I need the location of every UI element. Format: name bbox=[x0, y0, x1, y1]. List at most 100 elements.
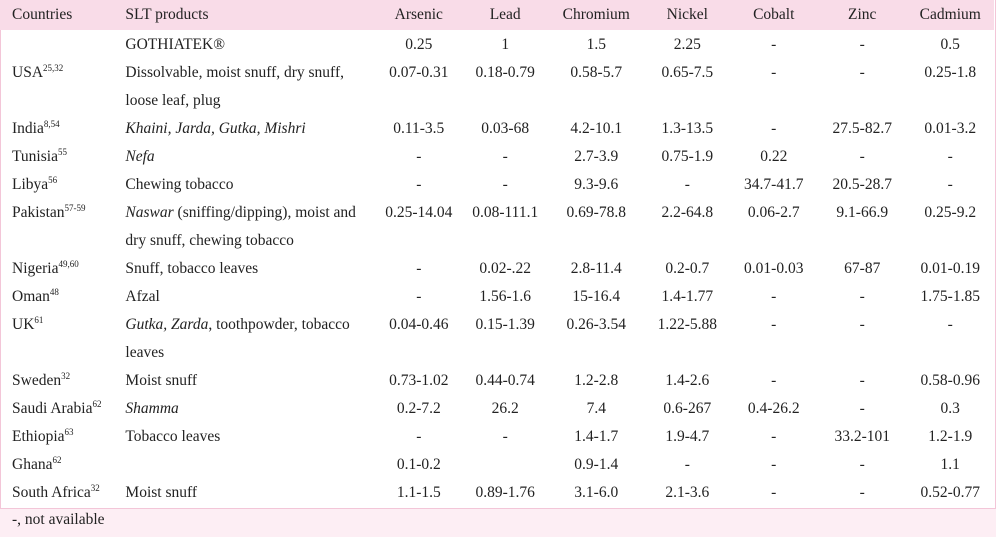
chromium-value: 3.1-6.0 bbox=[574, 484, 619, 501]
table-row: Oman48 Afzal -1.56-1.6 15-16.4 1.4-1.77- -1.7… bbox=[0, 283, 994, 311]
arsenic-value: 0.04-0.46 bbox=[389, 316, 449, 333]
cobalt-value: - bbox=[771, 288, 777, 305]
country-name: Pakistan bbox=[12, 204, 65, 221]
heavy-metals-table: Countries SLT products Arsenic Lead Chro… bbox=[0, 0, 994, 501]
arsenic-value: 0.1-0.2 bbox=[396, 456, 441, 473]
chromium-value: 7.4 bbox=[586, 400, 606, 417]
chromium-value: 15-16.4 bbox=[572, 288, 621, 305]
table-row: UK61 Gutka, Zarda, toothpowder, tobacco l… bbox=[0, 311, 994, 367]
country-cell: Pakistan57-59 bbox=[0, 199, 121, 255]
table-row: Saudi Arabia62 Shamma 0.2-7.2 26.2 7.4 0.6-26… bbox=[0, 395, 994, 423]
product-text: Snuff, tobacco leaves bbox=[125, 260, 259, 277]
slt-product-cell: Khaini, Jarda, Gutka, Mishri bbox=[121, 115, 374, 143]
slt-product-cell: Afzal bbox=[121, 283, 374, 311]
nickel-value: 1.3-13.5 bbox=[661, 120, 714, 137]
reference-superscript: 55 bbox=[57, 147, 67, 157]
arsenic-value: 0.2-7.2 bbox=[396, 400, 441, 417]
product-text: Naswar bbox=[125, 204, 174, 221]
slt-product-cell: Nefa bbox=[121, 143, 374, 171]
country-cell: Nigeria49,60 bbox=[0, 255, 121, 283]
cobalt-value: 0.4-26.2 bbox=[747, 400, 800, 417]
country-cell: UK61 bbox=[0, 311, 121, 367]
zinc-value: - bbox=[859, 400, 865, 417]
cadmium-value: 1.1 bbox=[940, 456, 960, 473]
lead-value bbox=[463, 451, 547, 479]
slt-product-cell: Gutka, Zarda, toothpowder, tobacco leave… bbox=[121, 311, 374, 367]
slt-product-cell: Tobacco leaves bbox=[121, 423, 374, 451]
arsenic-value: - bbox=[416, 148, 422, 165]
footnote: -, not available bbox=[12, 511, 105, 528]
country-cell: Ghana62 bbox=[0, 451, 121, 479]
zinc-value: - bbox=[859, 36, 865, 53]
country-cell: Saudi Arabia62 bbox=[0, 395, 121, 423]
arsenic-value: 1.1-1.5 bbox=[396, 484, 441, 501]
slt-product-cell: Dissolvable, moist snuff, dry snuff, loo… bbox=[121, 59, 374, 115]
column-header-countries: Countries bbox=[12, 6, 73, 23]
zinc-value: 27.5-82.7 bbox=[832, 120, 892, 137]
cobalt-value: - bbox=[771, 64, 777, 81]
country-name: Oman bbox=[12, 288, 50, 305]
chromium-value: 1.4-1.7 bbox=[574, 428, 619, 445]
country-name: UK bbox=[12, 316, 35, 333]
reference-superscript: 63 bbox=[64, 427, 74, 437]
nickel-value: 0.65-7.5 bbox=[661, 64, 714, 81]
arsenic-value: - bbox=[416, 176, 422, 193]
cobalt-value: 0.22 bbox=[760, 148, 788, 165]
arsenic-value: 0.73-1.02 bbox=[389, 372, 449, 389]
zinc-value: - bbox=[859, 316, 865, 333]
chromium-value: 0.26-3.54 bbox=[566, 316, 626, 333]
column-header-chromium: Chromium bbox=[562, 6, 630, 23]
zinc-value: 9.1-66.9 bbox=[836, 204, 889, 221]
table-row: USA25,32 Dissolvable, moist snuff, dry sn… bbox=[0, 59, 994, 115]
country-name: South Africa bbox=[12, 484, 91, 501]
cadmium-value: 0.25-1.8 bbox=[924, 64, 977, 81]
arsenic-value: 0.25-14.04 bbox=[385, 204, 453, 221]
nickel-value: 2.1-3.6 bbox=[665, 484, 710, 501]
nickel-value: 1.4-1.77 bbox=[661, 288, 714, 305]
country-cell: USA25,32 bbox=[0, 59, 121, 115]
cadmium-value: 0.01-3.2 bbox=[924, 120, 977, 137]
country-cell: Oman48 bbox=[0, 283, 121, 311]
product-text: Khaini, Jarda, Gutka, Mishri bbox=[125, 120, 306, 137]
nickel-value: 1.22-5.88 bbox=[657, 316, 718, 333]
cadmium-value: - bbox=[947, 148, 953, 165]
column-header-arsenic: Arsenic bbox=[394, 6, 443, 23]
arsenic-value: - bbox=[416, 288, 422, 305]
cadmium-value: - bbox=[947, 316, 953, 333]
reference-superscript: 25,32 bbox=[43, 63, 64, 73]
country-name: Ghana bbox=[12, 456, 53, 473]
table-row: Sweden32 Moist snuff 0.73-1.02 0.44-0.74 1.2… bbox=[0, 367, 994, 395]
lead-value: - bbox=[502, 148, 508, 165]
table-row: Libya56 Chewing tobacco - -9.3-9.6-34.7-41.… bbox=[0, 171, 994, 199]
country-cell: Sweden32 bbox=[0, 367, 121, 395]
table-row: GOTHIATEK® 0.25 1 1.5 2.25 - - 0.5 bbox=[0, 30, 994, 59]
cobalt-value: - bbox=[771, 428, 777, 445]
slt-product-cell: Naswar (sniffing/dipping), moist and dry… bbox=[121, 199, 374, 255]
product-text: Dissolvable, moist snuff, dry snuff, loo… bbox=[125, 64, 344, 109]
zinc-value: - bbox=[859, 148, 865, 165]
table-row: Pakistan57-59 Naswar (sniffing/dipping), … bbox=[0, 199, 994, 255]
table-row: India8,54 Khaini, Jarda, Gutka, Mishri 0.1… bbox=[0, 115, 994, 143]
table-row: Tunisia55 Nefa - -2.7-3.9 0.75-1.9 0.22- - bbox=[0, 143, 994, 171]
column-header-nickel: Nickel bbox=[666, 6, 708, 23]
cobalt-value: - bbox=[771, 120, 777, 137]
country-name: Libya bbox=[12, 176, 49, 193]
table-row: Ghana62 0.1-0.2 0.9-1.4 - - - 1.1 bbox=[0, 451, 994, 479]
cobalt-value: - bbox=[771, 456, 777, 473]
slt-product-cell bbox=[121, 451, 374, 479]
product-text: Tobacco leaves bbox=[125, 428, 221, 445]
cadmium-value: 1.2-1.9 bbox=[928, 428, 973, 445]
cadmium-value: 0.25-9.2 bbox=[924, 204, 977, 221]
product-text: Moist snuff bbox=[125, 484, 198, 501]
zinc-value: - bbox=[859, 64, 865, 81]
column-header-slt-products: SLT products bbox=[125, 6, 209, 23]
table-frame bbox=[0, 0, 996, 509]
slt-product-cell: GOTHIATEK® bbox=[121, 30, 374, 59]
nickel-value: 0.75-1.9 bbox=[661, 148, 714, 165]
zinc-value: 20.5-28.7 bbox=[832, 176, 892, 193]
cobalt-value: 0.01-0.03 bbox=[744, 260, 804, 277]
country-name: India bbox=[12, 120, 44, 137]
cobalt-value: 0.06-2.7 bbox=[747, 204, 800, 221]
lead-value: 0.89-1.76 bbox=[475, 484, 535, 501]
cadmium-value: - bbox=[947, 176, 953, 193]
